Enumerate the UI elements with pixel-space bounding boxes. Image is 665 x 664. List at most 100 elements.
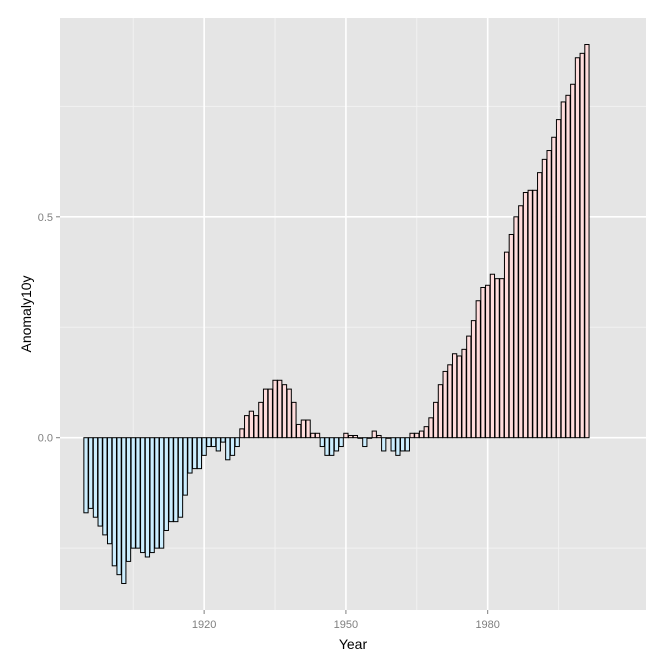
y-axis-ticks: 0.0 0.5 xyxy=(38,212,60,445)
bar xyxy=(480,286,486,439)
bar xyxy=(494,278,500,439)
bar xyxy=(201,437,207,456)
bar xyxy=(551,136,557,439)
bar xyxy=(192,437,198,470)
bar xyxy=(366,437,373,439)
bar xyxy=(158,437,165,549)
bar xyxy=(565,94,571,439)
bar xyxy=(423,426,429,439)
bar xyxy=(272,379,278,439)
x-tick-label: 1950 xyxy=(334,619,358,631)
bar xyxy=(513,216,519,439)
bar xyxy=(154,437,160,549)
x-axis-title: Year xyxy=(339,636,368,652)
bar xyxy=(584,44,590,439)
bar xyxy=(333,437,340,452)
bar xyxy=(173,437,179,523)
bar xyxy=(144,437,151,558)
bar xyxy=(121,437,127,584)
bar xyxy=(286,388,292,439)
bar xyxy=(258,401,264,439)
bar xyxy=(234,437,240,448)
bar xyxy=(168,437,174,523)
y-tick-label: 0.0 xyxy=(38,433,53,445)
bar xyxy=(489,273,496,439)
bar xyxy=(437,384,444,439)
bar xyxy=(140,437,146,554)
bar xyxy=(102,437,108,536)
bar xyxy=(390,437,396,452)
bar xyxy=(362,437,368,448)
bar xyxy=(442,370,448,439)
bar xyxy=(163,437,169,531)
bar xyxy=(215,437,221,452)
bar xyxy=(555,119,562,439)
y-axis-title: Anomaly10y xyxy=(18,275,34,352)
bar xyxy=(537,172,543,439)
bar xyxy=(300,419,306,439)
bar xyxy=(229,437,236,456)
bar xyxy=(177,437,184,518)
bar xyxy=(371,430,377,439)
bar xyxy=(262,388,269,439)
x-tick-label: 1980 xyxy=(475,619,499,631)
bar xyxy=(560,101,566,439)
bar xyxy=(220,437,226,443)
bar xyxy=(503,251,510,439)
bar xyxy=(248,410,255,439)
bar xyxy=(338,437,344,448)
bar xyxy=(97,437,103,527)
bar xyxy=(305,419,311,439)
bar xyxy=(329,437,335,456)
bar xyxy=(399,437,406,452)
bar xyxy=(210,437,217,448)
bar xyxy=(409,432,415,439)
bar xyxy=(508,233,514,439)
bar xyxy=(433,401,439,439)
bar xyxy=(130,437,136,549)
bar xyxy=(239,428,245,439)
bar xyxy=(546,150,552,439)
bar xyxy=(352,434,358,439)
bar xyxy=(187,437,193,474)
bar xyxy=(475,300,481,439)
x-tick-label: 1920 xyxy=(192,619,216,631)
bar xyxy=(206,437,212,448)
bar xyxy=(83,437,89,514)
bar xyxy=(466,335,472,439)
y-tick-label: 0.5 xyxy=(38,212,53,224)
bar xyxy=(149,437,155,554)
bar xyxy=(116,437,122,576)
bar xyxy=(574,57,581,439)
bar xyxy=(125,437,132,562)
bar xyxy=(428,417,434,439)
bar xyxy=(456,355,462,439)
bar xyxy=(324,437,330,456)
bar xyxy=(296,423,302,439)
bar xyxy=(385,437,392,439)
bar xyxy=(225,437,231,461)
bar xyxy=(281,384,288,439)
bar xyxy=(522,192,529,439)
bar xyxy=(418,430,425,439)
bar xyxy=(244,415,250,439)
bar xyxy=(527,189,533,439)
bar xyxy=(381,437,387,452)
bar xyxy=(343,432,349,439)
bar xyxy=(485,284,491,439)
bar xyxy=(451,353,458,439)
bar xyxy=(518,205,524,439)
bar xyxy=(541,158,548,439)
bar xyxy=(88,437,94,509)
bar xyxy=(111,437,117,567)
bar xyxy=(348,434,354,439)
bar xyxy=(267,388,273,439)
bar xyxy=(376,434,382,439)
bar xyxy=(461,348,467,439)
bar xyxy=(135,437,141,549)
bar xyxy=(532,189,538,439)
bar xyxy=(414,432,420,439)
bar xyxy=(395,437,401,456)
bar xyxy=(106,437,113,545)
